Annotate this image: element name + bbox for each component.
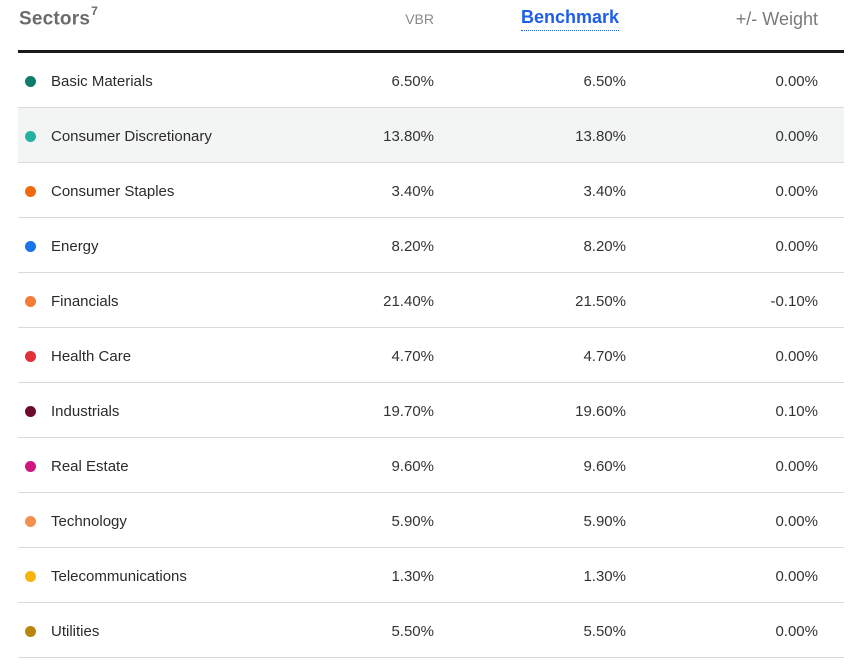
table-row: Health Care 4.70% 4.70% 0.00% (18, 328, 844, 383)
fund-weight: 5.90% (391, 513, 434, 530)
benchmark-weight: 8.20% (583, 238, 626, 255)
weight-difference: 0.00% (775, 458, 818, 475)
fund-weight: 9.60% (391, 458, 434, 475)
sector-name: Energy (51, 238, 99, 255)
sectors-table: Sectors7 VBR Benchmark +/- Weight Basic … (18, 0, 844, 658)
table-row: Technology 5.90% 5.90% 0.00% (18, 493, 844, 548)
table-row: Basic Materials 6.50% 6.50% 0.00% (18, 53, 844, 108)
benchmark-weight: 9.60% (583, 458, 626, 475)
fund-weight: 6.50% (391, 73, 434, 90)
fund-weight: 3.40% (391, 183, 434, 200)
sector-name: Technology (51, 513, 127, 530)
benchmark-weight: 3.40% (583, 183, 626, 200)
sector-color-dot (25, 131, 36, 142)
fund-weight: 13.80% (383, 128, 434, 145)
footnote-marker[interactable]: 7 (91, 4, 98, 18)
weight-difference-column-header: +/- Weight (735, 9, 818, 29)
sector-color-dot (25, 351, 36, 362)
weight-difference: 0.00% (775, 73, 818, 90)
fund-weight: 21.40% (383, 293, 434, 310)
benchmark-column-header[interactable]: Benchmark (520, 7, 619, 31)
sector-color-dot (25, 76, 36, 87)
table-row: Consumer Staples 3.40% 3.40% 0.00% (18, 163, 844, 218)
sector-name: Utilities (51, 623, 100, 640)
sector-name: Health Care (51, 348, 132, 365)
sector-color-dot (25, 186, 36, 197)
fund-weight: 8.20% (391, 238, 434, 255)
weight-difference: -0.10% (770, 293, 818, 310)
table-row: Industrials 19.70% 19.60% 0.10% (18, 383, 844, 438)
fund-weight: 4.70% (391, 348, 434, 365)
table-row: Financials 21.40% 21.50% -0.10% (18, 273, 844, 328)
benchmark-weight: 1.30% (583, 568, 626, 585)
benchmark-weight: 21.50% (575, 293, 626, 310)
sector-name: Industrials (51, 403, 120, 420)
benchmark-weight: 13.80% (575, 128, 626, 145)
sector-rows: Basic Materials 6.50% 6.50% 0.00% Consum… (18, 53, 844, 658)
benchmark-weight: 5.50% (583, 623, 626, 640)
table-header: Sectors7 VBR Benchmark +/- Weight (18, 0, 844, 53)
sector-name: Consumer Staples (51, 183, 175, 200)
weight-difference: 0.00% (775, 513, 818, 530)
sector-name: Consumer Discretionary (51, 128, 212, 145)
benchmark-weight: 19.60% (575, 403, 626, 420)
benchmark-weight: 5.90% (583, 513, 626, 530)
benchmark-weight: 4.70% (583, 348, 626, 365)
table-row: Real Estate 9.60% 9.60% 0.00% (18, 438, 844, 493)
fund-weight: 19.70% (383, 403, 434, 420)
fund-weight: 1.30% (391, 568, 434, 585)
weight-difference: 0.00% (775, 623, 818, 640)
weight-difference: 0.00% (775, 238, 818, 255)
sector-color-dot (25, 626, 36, 637)
weight-difference: 0.10% (775, 403, 818, 420)
sectors-heading-label: Sectors (19, 8, 91, 30)
sector-color-dot (25, 296, 36, 307)
fund-weight: 5.50% (391, 623, 434, 640)
sector-color-dot (25, 516, 36, 527)
fund-column-header: VBR (405, 11, 434, 27)
sector-color-dot (25, 241, 36, 252)
table-row: Utilities 5.50% 5.50% 0.00% (18, 603, 844, 658)
weight-difference: 0.00% (775, 128, 818, 145)
table-row: Energy 8.20% 8.20% 0.00% (18, 218, 844, 273)
benchmark-weight: 6.50% (583, 73, 626, 90)
sector-color-dot (25, 571, 36, 582)
table-row: Consumer Discretionary 13.80% 13.80% 0.0… (18, 108, 844, 163)
weight-difference: 0.00% (775, 568, 818, 585)
table-row: Telecommunications 1.30% 1.30% 0.00% (18, 548, 844, 603)
sector-name: Basic Materials (51, 73, 153, 90)
sector-color-dot (25, 406, 36, 417)
weight-difference: 0.00% (775, 183, 818, 200)
weight-difference: 0.00% (775, 348, 818, 365)
sector-name: Real Estate (51, 458, 129, 475)
sector-name: Financials (51, 293, 119, 310)
sector-color-dot (25, 461, 36, 472)
sectors-heading: Sectors7 (19, 4, 98, 30)
sector-name: Telecommunications (51, 568, 187, 585)
